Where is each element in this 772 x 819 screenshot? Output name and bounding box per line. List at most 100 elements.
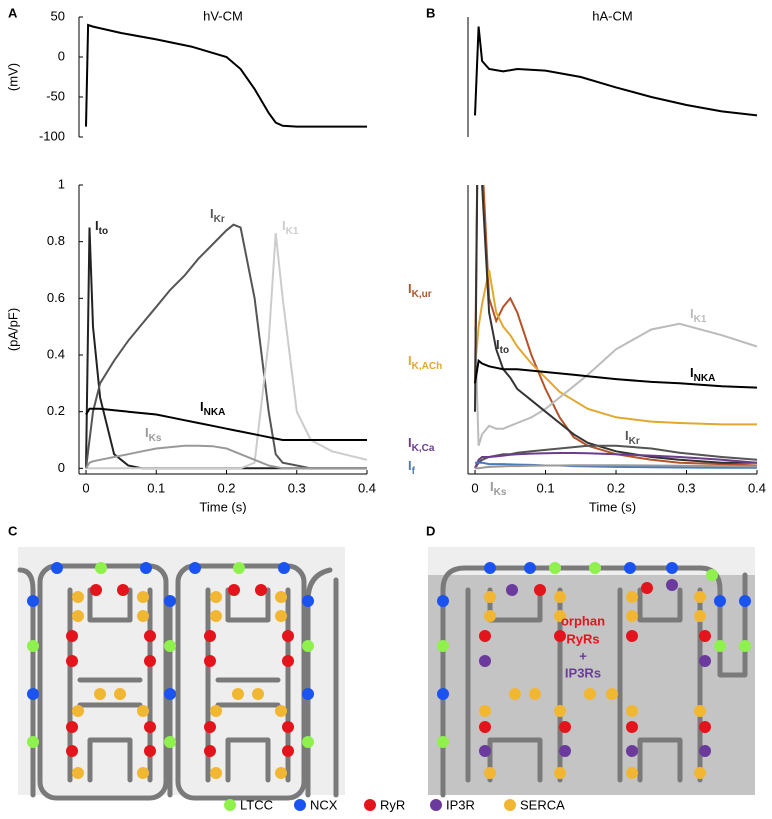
- series-label: Ito: [496, 337, 509, 355]
- series-label: Ito: [95, 218, 108, 236]
- channel-dot: [699, 745, 711, 757]
- legend-swatch: [504, 799, 516, 811]
- annotation: orphan: [561, 613, 605, 628]
- channel-dot: [626, 610, 638, 622]
- channel-dot: [694, 610, 706, 622]
- channel-dot: [554, 630, 566, 642]
- channel-dot: [694, 767, 706, 779]
- x-tick-label: 0: [471, 480, 478, 495]
- channel-dot: [164, 736, 176, 748]
- y-tick-label: 1: [58, 176, 65, 191]
- channel-dot: [72, 591, 84, 603]
- channel-dot: [137, 610, 149, 622]
- channel-dot: [189, 562, 201, 574]
- series-label: If: [408, 458, 416, 476]
- series-line: [474, 452, 758, 469]
- channel-dot: [282, 745, 294, 757]
- channel-dot: [51, 562, 63, 574]
- legend-swatch: [430, 799, 442, 811]
- channel-dot: [699, 630, 711, 642]
- channel-dot: [210, 705, 222, 717]
- y-axis-label: (pA/pF): [5, 308, 20, 351]
- series-label: IK,ur: [408, 281, 432, 299]
- channel-dot: [94, 688, 106, 700]
- background: [18, 547, 345, 795]
- channel-dot: [626, 630, 638, 642]
- channel-dot: [524, 562, 536, 574]
- series-line: [474, 185, 757, 464]
- channel-dot: [204, 655, 216, 667]
- channel-dot: [137, 591, 149, 603]
- panel-letter: B: [426, 5, 435, 20]
- channel-dot: [626, 767, 638, 779]
- x-tick-label: 0.3: [677, 480, 695, 495]
- channel-dot: [714, 595, 726, 607]
- channel-dot: [437, 688, 449, 700]
- x-tick-label: 0.2: [607, 480, 625, 495]
- channel-dot: [302, 595, 314, 607]
- series-label: IK1: [282, 218, 299, 236]
- channel-dot: [140, 562, 152, 574]
- channel-dot: [484, 591, 496, 603]
- channel-dot: [534, 584, 546, 596]
- channel-dot: [479, 630, 491, 642]
- x-tick-label: 0.4: [748, 480, 766, 495]
- channel-dot: [559, 745, 571, 757]
- channel-dot: [479, 745, 491, 757]
- channel-dot: [72, 767, 84, 779]
- channel-dot: [437, 640, 449, 652]
- chart: Time (s) 0 0.1 0.2 0.3 0.4 IK,ur IK,ACh IK1 Ito IN…: [408, 185, 766, 514]
- series-label: IKr: [210, 206, 225, 224]
- channel-dot: [233, 562, 245, 574]
- annotation: IP3Rs: [565, 665, 601, 680]
- x-tick-label: 0.4: [358, 480, 376, 495]
- y-tick-label: 0: [58, 460, 65, 475]
- channel-dot: [228, 584, 240, 596]
- channel-dot: [27, 595, 39, 607]
- series-label: INKA: [690, 365, 715, 383]
- channel-dot: [27, 640, 39, 652]
- channel-dot: [484, 610, 496, 622]
- channel-dot: [90, 584, 102, 596]
- channel-dot: [210, 767, 222, 779]
- series-label: IK,Ca: [408, 435, 435, 453]
- channel-dot: [204, 630, 216, 642]
- channel-dot: [275, 705, 287, 717]
- channel-dot: [255, 584, 267, 596]
- series-line: [86, 233, 368, 470]
- diagram-c: [17, 547, 345, 801]
- series-line: [474, 26, 758, 117]
- channel-dot: [699, 721, 711, 733]
- channel-dot: [479, 705, 491, 717]
- channel-dot: [275, 591, 287, 603]
- channel-dot: [554, 591, 566, 603]
- series-line: [85, 227, 367, 470]
- channel-dot: [584, 688, 596, 700]
- x-tick-label: 0.3: [288, 480, 306, 495]
- channel-dot: [144, 655, 156, 667]
- channel-dot: [282, 721, 294, 733]
- channel-dot: [210, 610, 222, 622]
- channel-dot: [164, 640, 176, 652]
- channel-dot: [529, 688, 541, 700]
- channel-dot: [714, 640, 726, 652]
- chart: (pA/pF) Time (s) 0 0.2 0.4 0.6 0.8 1 0 0.1 0.2 0.3 0…: [5, 176, 376, 514]
- panel-letter: D: [426, 523, 435, 538]
- channel-dot: [302, 736, 314, 748]
- legend-label: NCX: [310, 797, 338, 812]
- channel-dot: [559, 721, 571, 733]
- series-label: INKA: [200, 399, 225, 417]
- legend-swatch: [364, 799, 376, 811]
- channel-dot: [210, 591, 222, 603]
- channel-dot: [666, 579, 678, 591]
- chart-title: hV-CM: [203, 8, 243, 23]
- channel-dot: [66, 655, 78, 667]
- y-tick-label: -50: [46, 88, 65, 103]
- channel-dot: [164, 595, 176, 607]
- x-axis-label: Time (s): [199, 499, 246, 514]
- series-line: [474, 322, 758, 446]
- chart: hV-CM (mV) -100 -50 0 50: [5, 8, 367, 143]
- legend-label: IP3R: [446, 797, 475, 812]
- y-tick-label: -100: [39, 128, 65, 143]
